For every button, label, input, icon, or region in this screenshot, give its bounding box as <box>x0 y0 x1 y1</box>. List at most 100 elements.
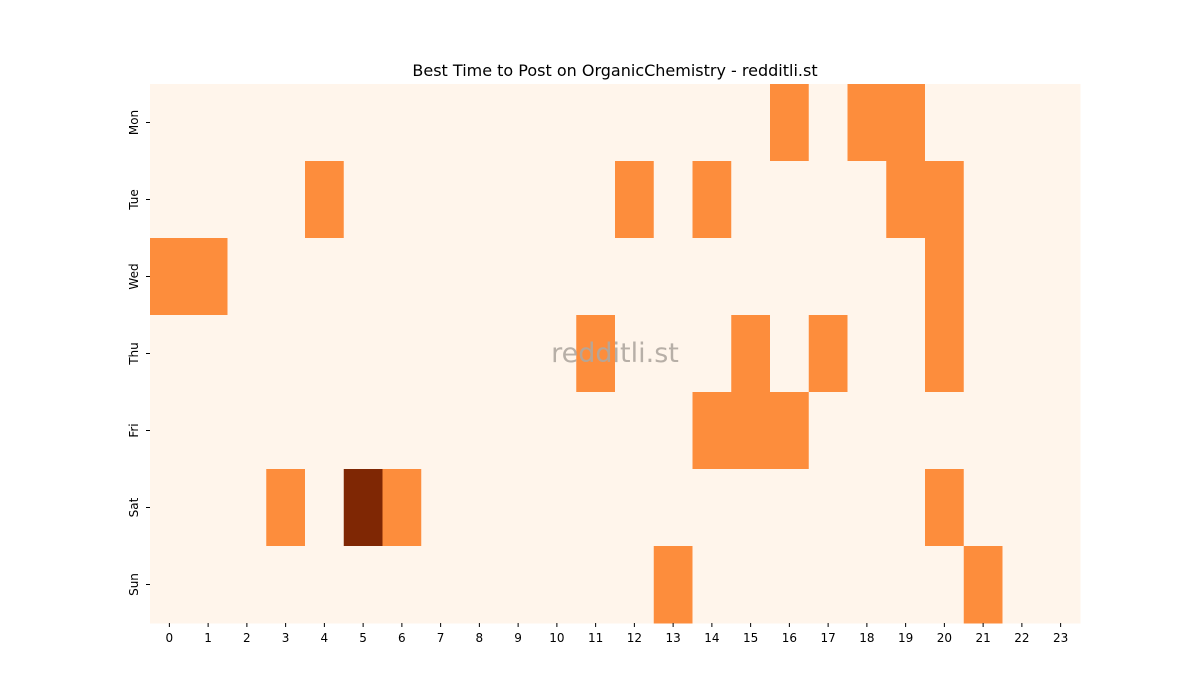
heatmap-cell <box>343 546 383 624</box>
heatmap-cell <box>808 469 848 547</box>
heatmap-cell <box>382 238 422 316</box>
heatmap-cell <box>537 161 577 239</box>
heatmap-cell <box>847 238 887 316</box>
heatmap-cell <box>421 546 461 624</box>
heatmap-cell <box>188 469 228 547</box>
heatmap-cell <box>421 238 461 316</box>
x-tick-label: 5 <box>359 631 367 645</box>
x-tick-label: 6 <box>398 631 406 645</box>
heatmap-cell <box>421 315 461 393</box>
heatmap-cell <box>1041 315 1081 393</box>
heatmap-cell <box>963 315 1003 393</box>
heatmap-cell <box>227 315 267 393</box>
heatmap-cell <box>227 161 267 239</box>
heatmap-cell <box>537 238 577 316</box>
heatmap-cell <box>847 315 887 393</box>
heatmap-cell <box>150 315 190 393</box>
heatmap-cell <box>925 469 965 547</box>
heatmap-cell <box>692 315 732 393</box>
heatmap-cell <box>266 469 306 547</box>
x-tick-label: 4 <box>321 631 329 645</box>
heatmap-cell <box>770 469 810 547</box>
heatmap-cell <box>498 469 538 547</box>
heatmap-cell <box>1041 469 1081 547</box>
heatmap-cell <box>576 392 616 470</box>
x-tick-label: 16 <box>782 631 797 645</box>
heatmap-cell <box>925 392 965 470</box>
x-tick-label: 12 <box>627 631 642 645</box>
heatmap-cell <box>615 161 655 239</box>
heatmap-cell <box>460 546 500 624</box>
heatmap-cell <box>305 546 345 624</box>
heatmap-cell <box>537 84 577 162</box>
heatmap-cell <box>808 392 848 470</box>
heatmap-cell <box>1002 84 1042 162</box>
heatmap-cell <box>653 161 693 239</box>
heatmap-cell <box>731 238 771 316</box>
heatmap-cell <box>576 315 616 393</box>
y-tick-label: Sat <box>127 497 141 517</box>
heatmap-cell <box>305 469 345 547</box>
y-tick-label: Tue <box>127 189 141 211</box>
y-tick-label: Sun <box>127 573 141 596</box>
heatmap-cell <box>150 161 190 239</box>
heatmap-cell <box>731 469 771 547</box>
heatmap-cell <box>305 392 345 470</box>
watermark: redditli.st <box>551 338 679 369</box>
heatmap-cell <box>498 546 538 624</box>
x-tick-label: 9 <box>514 631 522 645</box>
heatmap-cell <box>498 84 538 162</box>
heatmap-cell <box>266 546 306 624</box>
heatmap-cell <box>731 546 771 624</box>
heatmap-cell <box>847 392 887 470</box>
heatmap-cell <box>343 315 383 393</box>
heatmap-cell <box>498 392 538 470</box>
x-axis: 0 1 2 3 4 5 6 7 8 9 10 11 12 13 14 15 16 17 18 19 20 21 22 23 <box>166 623 1068 645</box>
heatmap-cell <box>886 238 926 316</box>
heatmap-cell <box>770 84 810 162</box>
heatmap-cell <box>188 238 228 316</box>
heatmap-cell <box>615 238 655 316</box>
heatmap-cell <box>808 238 848 316</box>
heatmap-cell <box>1002 469 1042 547</box>
heatmap-cell <box>692 546 732 624</box>
heatmap-cell <box>731 315 771 393</box>
heatmap-cell <box>925 546 965 624</box>
heatmap-cell <box>382 392 422 470</box>
heatmap-cell <box>150 392 190 470</box>
x-tick-label: 2 <box>243 631 251 645</box>
heatmap-cell <box>653 546 693 624</box>
heatmap-cell <box>808 315 848 393</box>
x-tick-label: 1 <box>204 631 212 645</box>
heatmap-cell <box>421 161 461 239</box>
heatmap-cell <box>421 469 461 547</box>
heatmap-cell <box>1041 238 1081 316</box>
heatmap-cell <box>692 161 732 239</box>
heatmap-cell <box>305 238 345 316</box>
heatmap-cell <box>150 546 190 624</box>
heatmap-cell <box>305 161 345 239</box>
heatmap-cell <box>343 469 383 547</box>
heatmap-cell <box>382 161 422 239</box>
heatmap-cell <box>963 84 1003 162</box>
heatmap-cell <box>537 392 577 470</box>
heatmap-cell <box>576 469 616 547</box>
heatmap-cell <box>460 315 500 393</box>
heatmap-cell <box>1002 315 1042 393</box>
x-tick-label: 14 <box>704 631 719 645</box>
heatmap-cell <box>653 238 693 316</box>
heatmap-cell <box>886 315 926 393</box>
heatmap-cell <box>1002 546 1042 624</box>
heatmap-cell <box>963 469 1003 547</box>
heatmap-cell <box>343 161 383 239</box>
heatmap-cell <box>1041 392 1081 470</box>
heatmap-cell <box>537 315 577 393</box>
heatmap-cells <box>150 84 1081 624</box>
heatmap-cell <box>808 84 848 162</box>
heatmap-cell <box>150 84 190 162</box>
heatmap-cell <box>963 392 1003 470</box>
heatmap-cell <box>963 238 1003 316</box>
heatmap-cell <box>498 315 538 393</box>
heatmap-cell <box>808 161 848 239</box>
